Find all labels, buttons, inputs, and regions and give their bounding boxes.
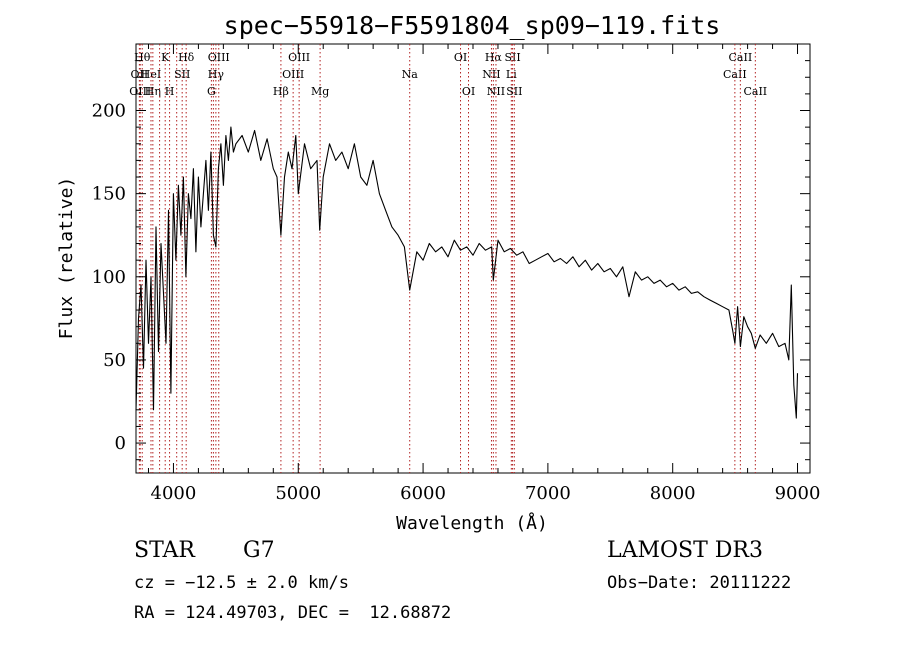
line-label-6: K [161,51,170,64]
line-label-18: Mg [311,85,329,98]
x-tick-label-9000: 9000 [775,483,821,504]
redshift-velocity: cz = −12.5 ± 2.0 km/s [134,573,349,593]
object-subclass: G7 [243,538,275,563]
x-axis-label: Wavelength (Å) [396,512,548,534]
emission-line-markers: Hθ OII OIII HeI Hη K H SII Hδ G Hγ OIII Hβ OIII OIII Mg… [129,44,767,473]
line-label-27: SII [506,85,522,98]
x-axis: 4000 5000 6000 7000 8000 9000 [147,44,821,504]
chart-title: spec−55918−F5591804_sp09−119.fits [224,11,721,40]
y-axis-label: Flux (relative) [56,177,77,340]
line-label-9: SII [174,68,190,81]
line-label-15: Hβ [273,85,289,98]
y-tick-label-100: 100 [92,267,126,288]
spectrum-series [135,126,799,419]
y-axis: 0 50 100 150 200 [92,60,810,461]
line-label-2: OIII [129,85,151,98]
sky-coordinates: RA = 124.49703, DEC = 12.68872 [134,603,452,623]
series-line-0 [135,126,799,419]
line-label-16: OIII [282,68,304,81]
line-label-26: SII [504,51,520,64]
survey-name: LAMOST DR3 [607,538,763,563]
line-label-7: H [165,85,175,98]
line-label-29: CaII [729,51,753,64]
plot-frame [135,43,811,474]
line-label-10: Hδ [178,51,195,64]
line-label-21: OI [462,85,475,98]
line-label-1: OII [131,68,149,81]
x-tick-label-7000: 7000 [525,483,571,504]
x-tick-label-4000: 4000 [151,483,197,504]
line-label-0: Hθ [134,51,151,64]
line-label-14: OIII [208,51,230,64]
x-tick-label-6000: 6000 [400,483,446,504]
line-label-30: CaII [743,85,767,98]
line-label-19: Na [402,68,419,81]
object-class: STAR [134,538,195,563]
x-tick-label-8000: 8000 [650,483,696,504]
line-label-3: HeI [141,68,161,81]
line-label-20: OI [454,51,467,64]
line-label-13: Hγ [208,68,225,81]
line-label-17: OIII [288,51,310,64]
x-tick-label-5000: 5000 [275,483,321,504]
line-label-24: NII [487,85,505,98]
line-label-11: G [207,85,216,98]
observation-date: Obs−Date: 20111222 [607,573,792,593]
y-tick-label-50: 50 [103,350,126,371]
line-label-28: CaII [723,68,747,81]
line-label-22: NII [482,68,500,81]
line-label-4: Hη [145,85,161,98]
y-tick-label-200: 200 [92,101,126,122]
y-tick-label-150: 150 [92,184,126,205]
y-tick-label-0: 0 [115,433,126,454]
line-label-23: Hα [485,51,503,64]
plot-border [135,43,811,474]
line-label-25: Li [506,68,517,81]
